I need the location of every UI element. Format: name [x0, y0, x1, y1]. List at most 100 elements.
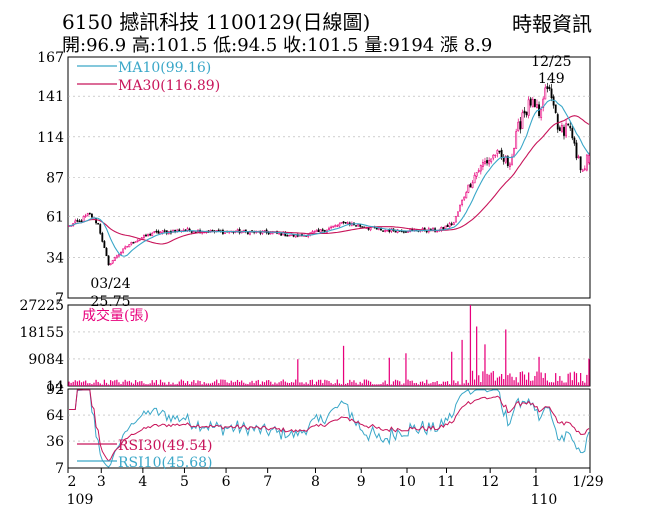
candle-body — [99, 224, 102, 234]
volume-bar — [575, 373, 578, 386]
volume-bar — [120, 384, 122, 386]
volume-bar — [550, 382, 553, 386]
candle-body — [311, 231, 314, 234]
price-y-tick-label: 61 — [46, 210, 64, 226]
candle-body — [556, 114, 559, 130]
candle-body — [105, 247, 108, 257]
volume-bar — [469, 305, 472, 386]
volume-bar — [503, 379, 505, 386]
candle-body — [359, 224, 362, 227]
volume-bar — [340, 384, 343, 386]
volume-bar — [80, 382, 83, 386]
volume-bar — [494, 380, 496, 386]
volume-bar — [372, 384, 374, 386]
rsi-y-tick-label: 64 — [46, 408, 64, 424]
candle-body — [319, 229, 322, 233]
volume-bar — [132, 383, 135, 386]
x-axis-month-label: 2 — [68, 474, 77, 490]
volume-y-tick-label: 18155 — [19, 325, 64, 341]
candle-body — [84, 215, 87, 217]
candle-body — [103, 241, 106, 249]
volume-bar — [261, 381, 264, 386]
volume-bar — [517, 382, 519, 386]
volume-bar — [573, 371, 576, 386]
volume-bar — [193, 380, 195, 386]
volume-bar — [268, 380, 270, 386]
candle-body — [338, 223, 341, 227]
candle-body — [375, 227, 378, 230]
volume-bar — [228, 383, 230, 386]
candle-body — [481, 161, 484, 167]
volume-bar — [126, 381, 128, 386]
candle-body — [163, 230, 166, 232]
candle-body — [452, 222, 455, 226]
volume-bar — [332, 384, 334, 386]
volume-bar — [78, 380, 81, 386]
volume-bar — [159, 379, 162, 386]
candle-body — [122, 248, 125, 253]
x-axis-month-label: 1/29 — [572, 474, 603, 490]
x-axis-year-label: 109 — [67, 492, 94, 508]
volume-bar — [145, 384, 147, 386]
volume-bar — [201, 384, 203, 386]
candle-body — [511, 156, 513, 165]
x-axis-month-label: 12 — [481, 474, 499, 490]
volume-bar — [162, 382, 164, 386]
candle-body — [448, 223, 451, 228]
candle-body — [542, 98, 545, 109]
volume-bar — [112, 381, 114, 386]
candle-body — [407, 231, 409, 233]
candle-body — [334, 225, 337, 228]
candle-body — [540, 109, 543, 118]
candle-body — [565, 123, 568, 137]
candle-body — [527, 99, 530, 116]
candle-body — [90, 213, 93, 218]
volume-bar — [347, 382, 349, 386]
volume-bar — [407, 379, 409, 386]
volume-bar — [540, 372, 542, 386]
volume-bar — [442, 381, 445, 386]
candle-body — [149, 233, 152, 236]
candle-body — [546, 86, 549, 89]
candle-body — [519, 121, 522, 130]
volume-bar — [463, 383, 465, 386]
volume-bar — [243, 382, 245, 386]
candle-body — [113, 257, 116, 262]
volume-bar — [509, 373, 511, 386]
volume-bar — [295, 379, 297, 386]
volume-bar — [438, 384, 440, 386]
volume-bar — [538, 356, 540, 386]
candle-body — [286, 235, 289, 237]
volume-bar — [384, 380, 386, 386]
candle-body — [126, 246, 129, 248]
candle-body — [454, 215, 457, 223]
x-axis-month-label: 6 — [222, 474, 231, 490]
volume-bar — [101, 384, 103, 386]
volume-bar — [544, 373, 546, 386]
volume-bar — [390, 384, 393, 386]
volume-bar — [95, 379, 97, 386]
volume-bar — [548, 382, 551, 386]
ma10-legend-label: MA10(99.16) — [118, 60, 211, 76]
volume-bar — [105, 382, 108, 386]
candle-body — [498, 150, 501, 153]
ma10-line — [69, 99, 590, 257]
candle-body — [581, 169, 584, 172]
volume-bar — [369, 381, 372, 386]
volume-bar — [299, 382, 301, 386]
volume-bar — [394, 379, 397, 386]
volume-bar — [482, 371, 484, 386]
volume-bar — [428, 383, 430, 386]
volume-bar — [89, 383, 91, 386]
volume-bar — [234, 381, 237, 386]
volume-bar — [559, 376, 561, 386]
volume-bar — [155, 380, 158, 386]
high-value-annotation: 149 — [538, 71, 565, 87]
candle-body — [450, 223, 453, 225]
volume-bar — [565, 382, 567, 386]
volume-bar — [382, 382, 384, 386]
volume-bar — [567, 373, 569, 386]
volume-bar — [216, 379, 218, 386]
volume-bar — [561, 380, 563, 386]
